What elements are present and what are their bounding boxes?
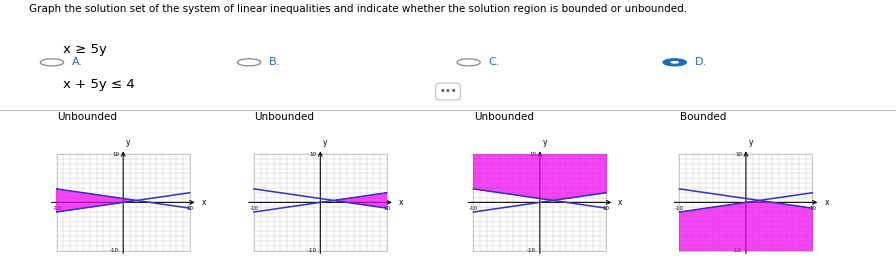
- Text: x: x: [399, 198, 403, 207]
- Text: C.: C.: [488, 57, 500, 67]
- Text: Unbounded: Unbounded: [57, 112, 117, 121]
- Text: y: y: [542, 138, 547, 147]
- Text: y: y: [125, 138, 130, 147]
- Text: 10: 10: [309, 152, 316, 157]
- Text: Unbounded: Unbounded: [474, 112, 534, 121]
- Text: -10: -10: [307, 248, 316, 253]
- Text: 10: 10: [603, 206, 610, 211]
- Text: -10: -10: [52, 206, 61, 211]
- Text: Bounded: Bounded: [680, 112, 727, 121]
- Text: -10: -10: [675, 206, 684, 211]
- Text: x: x: [202, 198, 206, 207]
- Text: 10: 10: [735, 152, 742, 157]
- Text: x: x: [618, 198, 623, 207]
- Text: A.: A.: [72, 57, 82, 67]
- Text: B.: B.: [269, 57, 280, 67]
- Text: 10: 10: [529, 152, 536, 157]
- Text: 10: 10: [809, 206, 816, 211]
- Text: x: x: [824, 198, 829, 207]
- Text: D.: D.: [694, 57, 707, 67]
- Text: -10: -10: [110, 248, 119, 253]
- Text: -10: -10: [733, 248, 742, 253]
- Text: x ≥ 5y: x ≥ 5y: [63, 43, 107, 56]
- Text: Unbounded: Unbounded: [254, 112, 314, 121]
- Text: 10: 10: [186, 206, 194, 211]
- Text: 10: 10: [383, 206, 391, 211]
- Text: -10: -10: [527, 248, 536, 253]
- Text: -10: -10: [249, 206, 258, 211]
- Text: 10: 10: [112, 152, 119, 157]
- Text: -10: -10: [469, 206, 478, 211]
- Text: Graph the solution set of the system of linear inequalities and indicate whether: Graph the solution set of the system of …: [29, 4, 687, 14]
- Text: •••: •••: [439, 86, 457, 96]
- Text: y: y: [748, 138, 753, 147]
- Text: y: y: [323, 138, 327, 147]
- Text: x + 5y ≤ 4: x + 5y ≤ 4: [63, 78, 134, 91]
